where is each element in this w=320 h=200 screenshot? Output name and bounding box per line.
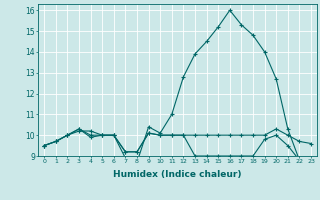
- X-axis label: Humidex (Indice chaleur): Humidex (Indice chaleur): [113, 170, 242, 179]
